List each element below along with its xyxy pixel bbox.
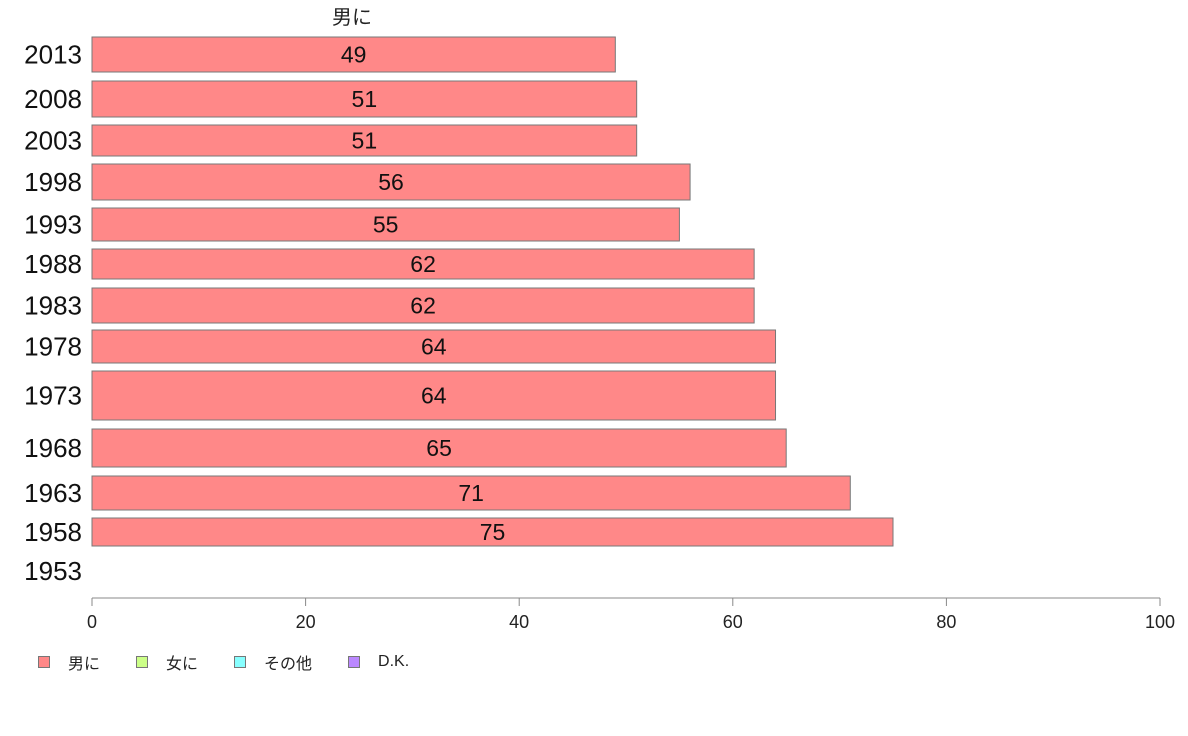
category-label: 1998 <box>24 167 82 197</box>
data-label: 49 <box>341 42 367 68</box>
category-label: 1978 <box>24 332 82 362</box>
data-label: 55 <box>373 212 399 238</box>
category-label: 1968 <box>24 433 82 463</box>
category-label: 1973 <box>24 381 82 411</box>
bar <box>91 370 777 421</box>
bars-group: 2013 49 2008 51 2003 51 1998 56 1993 55 1988 62 1983… <box>24 36 894 586</box>
bar <box>91 428 787 468</box>
x-tick-label: 60 <box>723 612 743 632</box>
x-tick-label: 40 <box>509 612 529 632</box>
bar <box>91 287 755 324</box>
category-label: 1963 <box>24 478 82 508</box>
data-label: 65 <box>426 435 452 461</box>
series-header-label: 男に <box>332 7 372 29</box>
data-label: 62 <box>410 251 436 277</box>
data-label: 62 <box>410 293 436 319</box>
data-label: 75 <box>480 519 506 545</box>
category-label: 2013 <box>24 40 82 70</box>
x-tick-label: 0 <box>87 612 97 632</box>
data-label: 64 <box>421 334 447 360</box>
bar <box>91 80 638 118</box>
bar <box>91 163 691 201</box>
x-axis: 0 20 40 60 80 100 <box>87 597 1175 632</box>
bar <box>91 329 777 364</box>
legend: 男に 女に その他 D.K. <box>38 650 445 674</box>
category-label: 1983 <box>24 291 82 321</box>
legend-swatch <box>348 656 361 668</box>
bar <box>91 36 616 73</box>
bar <box>91 517 894 547</box>
legend-label: 男に <box>68 656 101 673</box>
x-tick-label: 100 <box>1145 612 1175 632</box>
x-tick-label: 20 <box>296 612 316 632</box>
category-label: 1953 <box>24 556 82 586</box>
data-label: 71 <box>458 480 484 506</box>
category-label: 1993 <box>24 210 82 240</box>
bar <box>91 124 638 157</box>
legend-item: D.K. <box>348 653 409 671</box>
legend-swatch <box>234 656 247 668</box>
category-label: 1958 <box>24 517 82 547</box>
legend-swatch <box>38 656 50 668</box>
x-tick-label: 80 <box>936 612 956 632</box>
legend-item: 女に <box>136 650 198 674</box>
data-label: 64 <box>421 383 447 409</box>
data-label: 51 <box>352 86 378 112</box>
legend-label: その他 <box>264 656 313 673</box>
bar <box>91 207 680 242</box>
bar <box>91 475 851 511</box>
category-label: 2008 <box>24 84 82 114</box>
legend-label: D.K. <box>378 653 410 670</box>
category-label: 1988 <box>24 249 82 279</box>
legend-swatch <box>136 656 149 668</box>
category-label: 2003 <box>24 126 82 156</box>
legend-label: 女に <box>166 656 199 673</box>
data-label: 56 <box>378 169 404 195</box>
legend-item: 男に <box>38 650 100 674</box>
legend-item: その他 <box>234 650 312 674</box>
data-label: 51 <box>352 128 378 154</box>
bar <box>91 248 755 280</box>
